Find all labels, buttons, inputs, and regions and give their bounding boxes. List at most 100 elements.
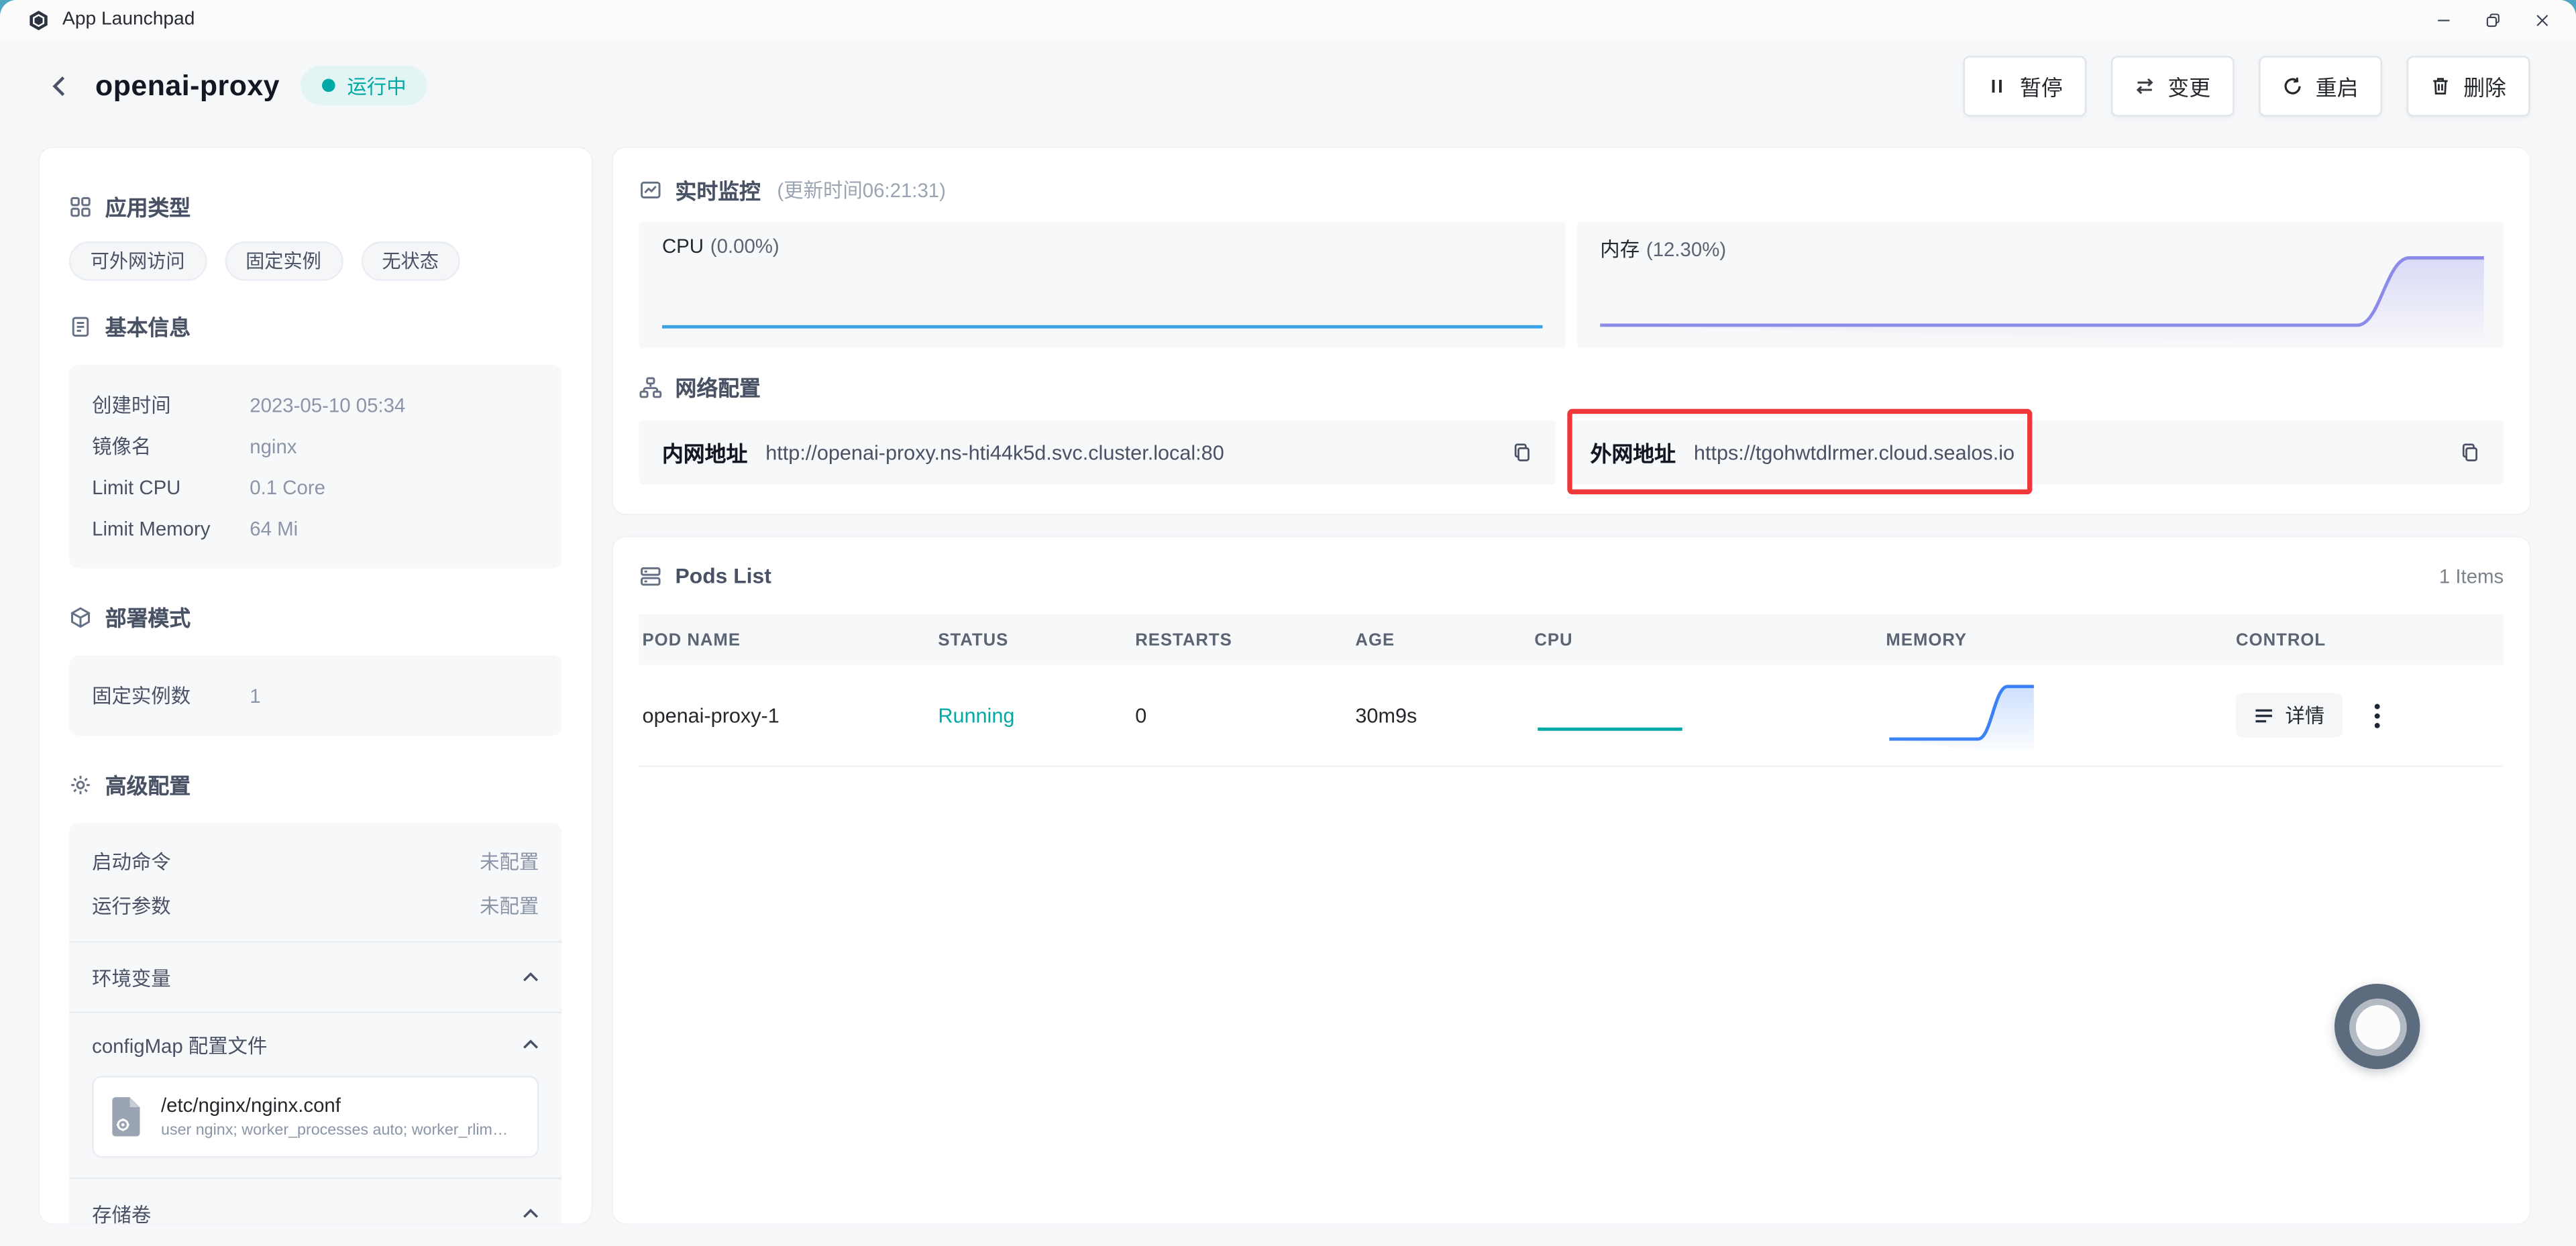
restore-button[interactable] bbox=[2467, 1, 2516, 38]
info-row: 创建时间 2023-05-10 05:34 bbox=[92, 384, 539, 425]
basic-info-title: 基本信息 bbox=[105, 315, 191, 340]
advanced-panel: 启动命令 未配置 运行参数 未配置 环境变量 bbox=[68, 822, 562, 1224]
window-title: App Launchpad bbox=[62, 9, 195, 30]
floating-assistant-center bbox=[2355, 1004, 2400, 1049]
info-label: Limit CPU bbox=[92, 475, 181, 499]
memory-label: 内存 bbox=[1600, 238, 1640, 262]
deploy-mode-title: 部署模式 bbox=[105, 606, 191, 631]
restart-button[interactable]: 重启 bbox=[2259, 55, 2383, 116]
memory-monitor-chart bbox=[1600, 256, 2484, 345]
col-cpu: CPU bbox=[1534, 630, 1573, 650]
restore-icon bbox=[2483, 11, 2502, 29]
info-value: nginx bbox=[250, 434, 297, 458]
cpu-label: CPU bbox=[661, 235, 704, 258]
header-actions: 暂停 变更 重启 删除 bbox=[1963, 55, 2530, 116]
pod-memory-sparkline bbox=[1889, 685, 2034, 751]
basic-info-panel: 创建时间 2023-05-10 05:34 镜像名 nginx Limit CP… bbox=[68, 364, 562, 569]
run-args-value: 未配置 bbox=[480, 895, 539, 918]
cpu-monitor-chart bbox=[661, 325, 1543, 329]
monitor-update-time: (更新时间06:21:31) bbox=[777, 178, 946, 203]
close-icon bbox=[2532, 11, 2551, 29]
tag-stateless: 无状态 bbox=[360, 241, 460, 281]
pod-detail-button[interactable]: 详情 bbox=[2236, 693, 2343, 738]
configmap-collapse[interactable]: configMap 配置文件 bbox=[69, 1013, 562, 1076]
info-value: 1 bbox=[250, 684, 261, 707]
external-address-row: 外网地址 https://tgohwtdlrmer.cloud.sealos.i… bbox=[1567, 408, 2504, 495]
run-args-row: 运行参数 未配置 bbox=[92, 884, 539, 928]
document-icon bbox=[69, 315, 92, 337]
app-detail-sidebar: 应用类型 可外网访问 固定实例 无状态 基本信息 创建时间 2023-05-10… bbox=[39, 148, 592, 1224]
delete-button[interactable]: 删除 bbox=[2406, 55, 2530, 116]
pod-age: 30m9s bbox=[1355, 703, 1417, 727]
titlebar-title: App Launchpad bbox=[28, 9, 195, 30]
configmap-file-preview: user nginx; worker_processes auto; worke… bbox=[161, 1121, 510, 1140]
minimize-button[interactable] bbox=[2418, 1, 2467, 38]
change-button-label: 变更 bbox=[2167, 74, 2211, 100]
advanced-section-header: 高级配置 bbox=[69, 769, 562, 800]
floating-assistant-ring bbox=[2348, 997, 2406, 1056]
pause-button-label: 暂停 bbox=[2019, 74, 2063, 100]
info-label: 创建时间 bbox=[92, 394, 171, 418]
delete-icon bbox=[2430, 74, 2452, 96]
detail-lines-icon bbox=[2254, 707, 2273, 723]
copy-icon[interactable] bbox=[1511, 442, 1533, 463]
configmap-label: configMap 配置文件 bbox=[92, 1033, 268, 1057]
copy-icon[interactable] bbox=[2459, 442, 2481, 463]
env-vars-collapse[interactable]: 环境变量 bbox=[69, 943, 562, 1012]
pods-table-header: POD NAME STATUS RESTARTS AGE CPU MEMORY … bbox=[639, 614, 2504, 665]
network-rows: 内网地址 http://openai-proxy.ns-hti44k5d.svc… bbox=[639, 408, 2504, 495]
info-value: 0.1 Core bbox=[250, 475, 325, 499]
col-status: STATUS bbox=[938, 630, 1009, 650]
col-age: AGE bbox=[1355, 630, 1395, 650]
close-button[interactable] bbox=[2517, 1, 2566, 38]
pods-list-icon bbox=[639, 564, 662, 587]
pod-table-row: openai-proxy-1 Running 0 30m9s bbox=[639, 665, 2504, 767]
floating-assistant-button[interactable] bbox=[2334, 983, 2420, 1070]
cpu-percent: (0.00%) bbox=[710, 235, 780, 258]
pause-icon bbox=[1987, 74, 2008, 96]
external-address-label: 外网地址 bbox=[1590, 441, 1676, 467]
page-title: openai-proxy bbox=[95, 68, 280, 101]
pod-control-cell: 详情 bbox=[2233, 693, 2504, 738]
chevron-up-icon bbox=[523, 972, 539, 982]
back-button[interactable] bbox=[40, 66, 79, 105]
change-button[interactable]: 变更 bbox=[2110, 55, 2235, 116]
chevron-up-icon bbox=[523, 1208, 539, 1219]
page-header: openai-proxy 运行中 暂停 变更 重启 bbox=[0, 40, 2576, 131]
pod-memory-cell bbox=[1883, 675, 2233, 756]
info-label: 镜像名 bbox=[92, 435, 152, 459]
pod-restarts: 0 bbox=[1135, 703, 1147, 727]
info-row: Limit CPU 0.1 Core bbox=[92, 467, 539, 508]
memory-chart-panel: 内存 (12.30%) bbox=[1577, 221, 2504, 349]
advanced-title: 高级配置 bbox=[105, 773, 191, 799]
configmap-file-card[interactable]: /etc/nginx/nginx.conf user nginx; worker… bbox=[92, 1076, 539, 1158]
internal-address-label: 内网地址 bbox=[661, 441, 748, 467]
status-dot-icon bbox=[322, 78, 336, 93]
change-icon bbox=[2135, 74, 2156, 96]
run-args-label: 运行参数 bbox=[92, 895, 171, 918]
app-logo-icon bbox=[28, 9, 50, 30]
pods-count: 1 Items bbox=[2438, 564, 2504, 587]
storage-label: 存储卷 bbox=[92, 1202, 152, 1224]
cube-icon bbox=[69, 605, 92, 628]
pod-menu-dots-icon[interactable] bbox=[2374, 702, 2381, 728]
deploy-mode-section-header: 部署模式 bbox=[69, 601, 562, 632]
cpu-chart-panel: CPU (0.00%) bbox=[639, 221, 1566, 349]
app-type-section-header: 应用类型 bbox=[69, 190, 562, 222]
pod-name: openai-proxy-1 bbox=[642, 703, 780, 727]
start-command-label: 启动命令 bbox=[92, 850, 171, 874]
status-badge-label: 运行中 bbox=[347, 74, 407, 98]
memory-percent: (12.30%) bbox=[1646, 238, 1727, 262]
pod-cpu-cell bbox=[1531, 685, 1882, 746]
storage-collapse[interactable]: 存储卷 bbox=[69, 1179, 562, 1223]
pause-button[interactable]: 暂停 bbox=[1963, 55, 2087, 116]
col-memory: MEMORY bbox=[1886, 630, 1968, 650]
titlebar: App Launchpad bbox=[0, 0, 2576, 40]
info-label: Limit Memory bbox=[92, 516, 211, 540]
col-pod-name: POD NAME bbox=[642, 630, 741, 650]
info-label: 固定实例数 bbox=[92, 685, 191, 708]
configmap-file-name: /etc/nginx/nginx.conf bbox=[161, 1094, 341, 1117]
pod-status: Running bbox=[938, 703, 1015, 727]
external-address-url[interactable]: https://tgohwtdlrmer.cloud.sealos.io bbox=[1693, 441, 2015, 464]
